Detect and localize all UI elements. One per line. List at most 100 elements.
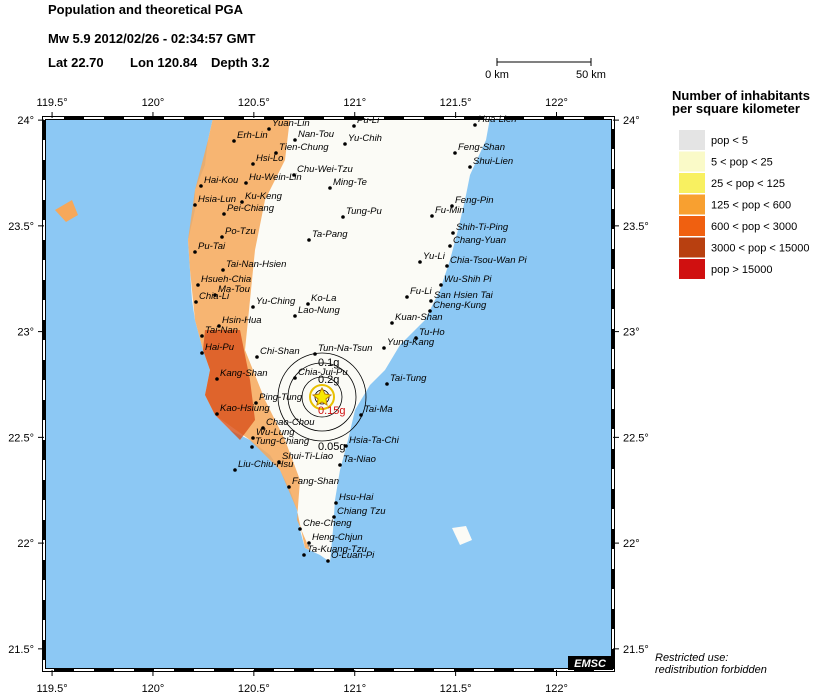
x-tick-label: 120.5° [238,683,270,692]
town-label: Ko-La [311,293,336,304]
town-label: Yung-Kang [387,337,435,348]
x-tick-label: 120° [142,97,165,109]
town-dot [293,138,297,142]
town-label: Ta-Niao [343,454,376,465]
town-label: Ping-Tung [259,392,303,403]
town-dot [385,382,389,386]
town-dot [451,231,455,235]
town-dot [240,200,244,204]
town-label: Tun-Na-Tsun [318,343,372,354]
urban-area [203,330,255,440]
town-label: Ta-Kuang-Tzu [307,544,368,555]
x-tick-label: 120° [142,683,165,692]
town-label: Kao-Hsiung [220,403,270,414]
legend-swatch [679,237,705,258]
legend-swatch [679,259,705,279]
island [55,200,78,222]
x-tick-label: 121.5° [440,97,472,109]
event: Mw 5.9 2012/02/26 - 02:34:57 GMT [48,31,255,46]
pga-ring [301,376,343,418]
town-dot [418,260,422,264]
town-dot [328,186,332,190]
pga-label: 0.2g [318,374,339,386]
legend-title: per square kilometer [672,101,800,116]
town-label: Fu-Li [410,286,433,297]
town-label: Ming-Te [333,177,367,188]
town-label: Chia-Li [199,291,230,302]
legend-label: 3000 < pop < 15000 [711,243,809,255]
land [188,118,490,562]
y-tick-label: 23° [17,327,34,339]
town-dot [293,376,297,380]
town-label: Tu-Ho [419,327,445,338]
town-label: Hua-Lien [478,114,517,125]
lon: Lon 120.84 [130,55,198,70]
logo: EMSC [574,658,607,670]
y-tick-label: 23.5° [623,221,649,233]
town-label: Feng-Shan [458,142,505,153]
town-label: Hai-Pu [205,342,235,353]
legend-label: 25 < pop < 125 [711,178,785,190]
y-tick-label: 22° [623,538,640,550]
town-label: Hsueh-Chia [201,274,251,285]
town-dot [382,346,386,350]
town-label: Shih-Ti-Ping [456,222,509,233]
town-dot [448,244,452,248]
y-tick-label: 24° [623,115,640,127]
town-dot [220,235,224,239]
town-dot [298,527,302,531]
town-dot [414,336,418,340]
town-dot [453,151,457,155]
footer: Restricted use: [655,652,728,664]
town-dot [251,436,255,440]
town-label: Feng-Pin [455,195,494,206]
town-label: Nan-Tou [298,129,335,140]
town-dot [255,355,259,359]
town-dot [473,123,477,127]
legend-label: 600 < pop < 3000 [711,221,797,233]
pga-label: 0.05g [318,441,346,453]
town-label: Wu-Lung [256,427,295,438]
town-label: Yu-Ching [256,296,296,307]
epicenter [311,386,333,406]
town-label: Shui-Ti-Liao [282,451,333,462]
town-dot [430,214,434,218]
town-dot [338,463,342,467]
town-dot [277,460,281,464]
town-label: Wu-Shih Pi [444,274,492,285]
depth: Depth 3.2 [211,55,270,70]
town-label: Kuan-Shan [395,312,443,323]
island [452,526,472,545]
town-label: Hu-Wein-Lin [249,172,302,183]
town-label: Hsia-Ta-Chi [349,435,400,446]
town-label: Ta-Pang [312,229,348,240]
lat: Lat 22.70 [48,55,104,70]
y-tick-label: 23.5° [8,221,34,233]
town-label: Shui-Lien [473,156,513,167]
town-dot [359,413,363,417]
pga-label: 0.1g [318,357,339,369]
town-dot [439,283,443,287]
pga-ring [277,352,367,442]
town-dot [287,485,291,489]
y-tick-label: 24° [17,115,34,127]
legend-swatch [679,173,705,193]
legend-label: pop < 5 [711,135,748,147]
town-dot [196,283,200,287]
scale-bar: 0 km 50 km [485,58,606,81]
scale-label: 50 km [576,69,606,81]
y-tick-label: 21.5° [8,644,34,656]
town-dot [213,293,217,297]
y-tick-label: 22.5° [623,432,649,444]
x-tick-label: 120.5° [238,97,270,109]
town-dot [334,501,338,505]
legend-swatch [679,216,705,236]
y-tick-label: 22° [17,538,34,550]
town-dot [254,401,258,405]
town-dot [307,238,311,242]
town-dot [468,165,472,169]
town-dot [390,321,394,325]
town-dot [343,142,347,146]
town-dot [194,300,198,304]
